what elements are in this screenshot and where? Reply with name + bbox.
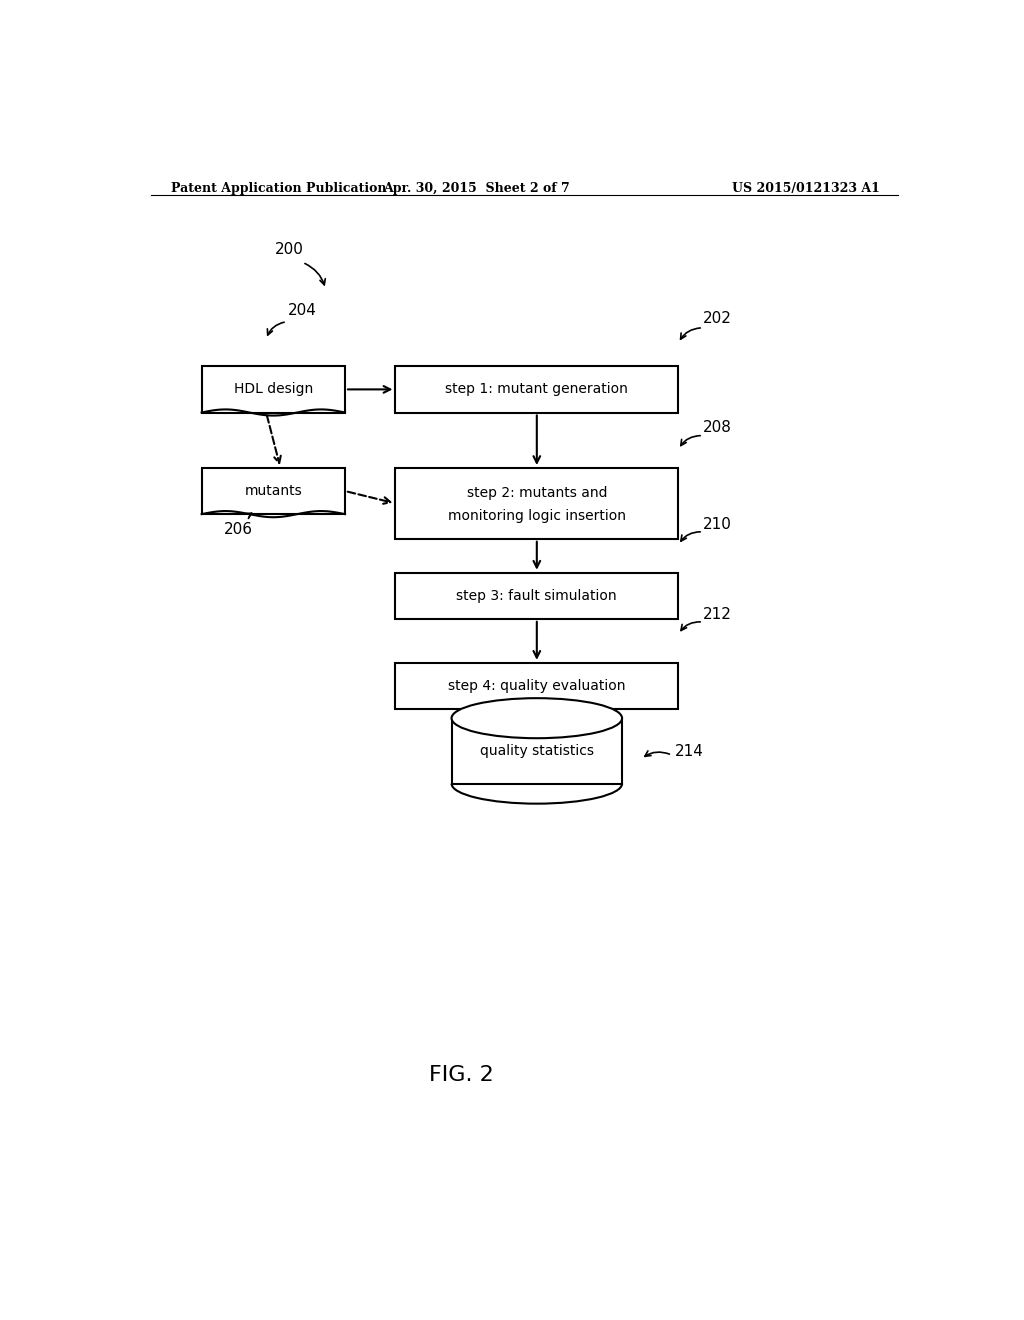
Text: 202: 202 (703, 312, 732, 326)
Text: mutants: mutants (245, 484, 302, 498)
Text: HDL design: HDL design (233, 383, 313, 396)
Text: 208: 208 (703, 420, 732, 436)
Text: FIG. 2: FIG. 2 (429, 1065, 494, 1085)
Text: monitoring logic insertion: monitoring logic insertion (447, 508, 626, 523)
Text: 214: 214 (675, 743, 703, 759)
FancyBboxPatch shape (202, 367, 345, 413)
Text: 212: 212 (703, 607, 732, 622)
Text: 206: 206 (223, 521, 253, 537)
Text: step 4: quality evaluation: step 4: quality evaluation (449, 678, 626, 693)
Ellipse shape (452, 698, 622, 738)
Text: 210: 210 (703, 516, 732, 532)
FancyBboxPatch shape (202, 469, 345, 515)
FancyBboxPatch shape (395, 469, 678, 539)
FancyBboxPatch shape (395, 367, 678, 413)
Text: Apr. 30, 2015  Sheet 2 of 7: Apr. 30, 2015 Sheet 2 of 7 (383, 182, 570, 194)
Text: 204: 204 (288, 304, 316, 318)
FancyBboxPatch shape (395, 573, 678, 619)
Text: Patent Application Publication: Patent Application Publication (171, 182, 386, 194)
Text: quality statistics: quality statistics (480, 744, 594, 758)
Text: step 1: mutant generation: step 1: mutant generation (445, 383, 629, 396)
Polygon shape (452, 718, 622, 784)
Text: US 2015/0121323 A1: US 2015/0121323 A1 (732, 182, 880, 194)
Text: 200: 200 (274, 242, 304, 257)
Text: step 3: fault simulation: step 3: fault simulation (457, 589, 617, 603)
FancyBboxPatch shape (395, 663, 678, 709)
Text: step 2: mutants and: step 2: mutants and (467, 486, 607, 499)
